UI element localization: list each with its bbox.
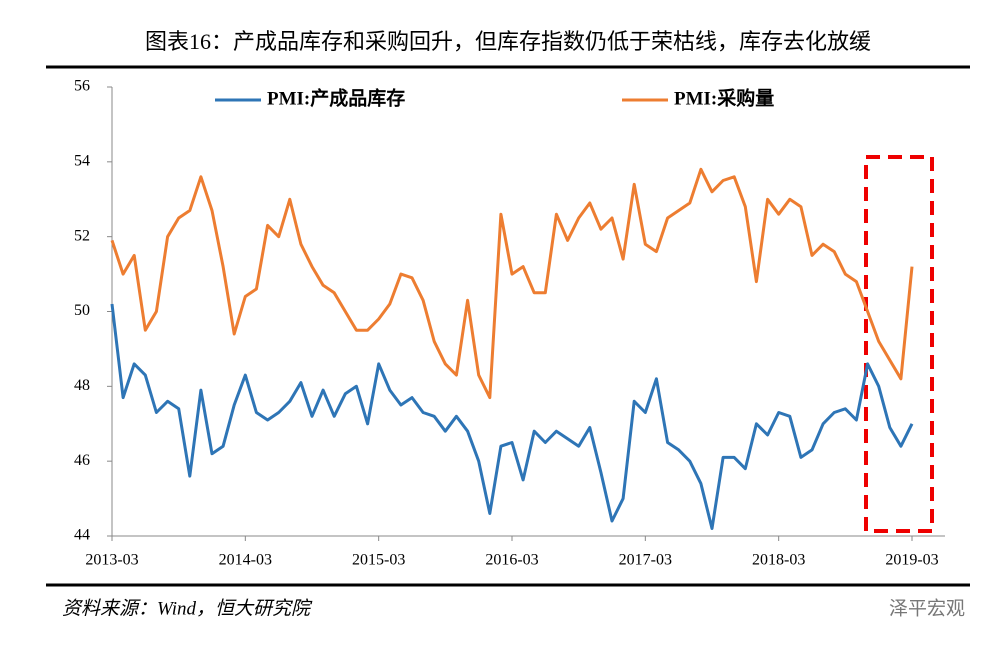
y-tick-label: 46: [74, 452, 90, 469]
x-tick-label: 2016-03: [485, 552, 538, 569]
x-tick-label: 2015-03: [352, 552, 405, 569]
y-tick-label: 48: [74, 377, 90, 394]
y-tick-label: 44: [74, 527, 90, 544]
source: 资料来源：Wind，恒大研究院: [62, 597, 313, 619]
series-line: [110, 167, 914, 400]
series-line: [110, 303, 914, 530]
x-tick-label: 2014-03: [219, 552, 272, 569]
watermark: 泽平宏观: [889, 597, 965, 619]
y-tick-label: 50: [74, 302, 90, 319]
x-tick-label: 2017-03: [619, 552, 672, 569]
x-tick-label: 2013-03: [85, 552, 138, 569]
y-tick-label: 52: [74, 227, 90, 244]
y-tick-label: 54: [74, 153, 90, 170]
y-tick-label: 56: [74, 78, 90, 95]
highlight-box: [864, 155, 934, 533]
chart-title: 图表16：产成品库存和采购回升，但库存指数仍低于荣枯线，库存去化放缓: [145, 29, 871, 54]
legend-label: PMI:产成品库存: [267, 86, 405, 109]
x-tick-label: 2019-03: [885, 552, 938, 569]
x-tick-label: 2018-03: [752, 552, 805, 569]
legend-label: PMI:采购量: [674, 86, 774, 109]
